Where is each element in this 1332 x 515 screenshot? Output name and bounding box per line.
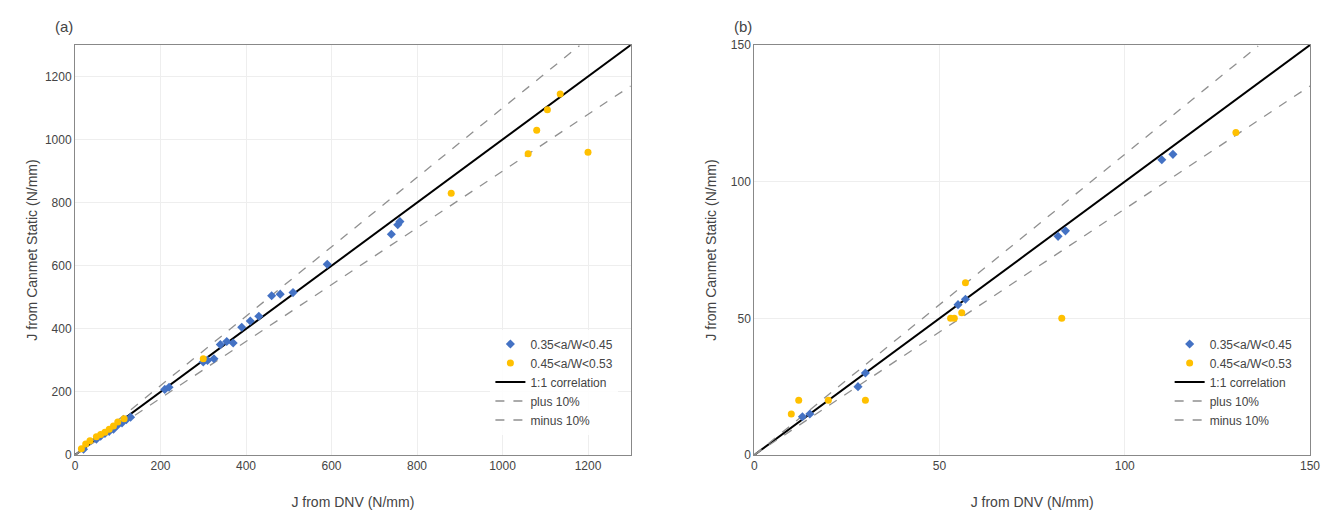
svg-text:plus 10%: plus 10%: [1210, 395, 1260, 409]
svg-text:0: 0: [751, 459, 758, 473]
svg-text:J from DNV (N/mm): J from DNV (N/mm): [291, 494, 414, 510]
svg-text:200: 200: [150, 459, 170, 473]
svg-text:100: 100: [731, 175, 751, 189]
svg-text:1000: 1000: [489, 459, 516, 473]
svg-text:plus 10%: plus 10%: [530, 395, 580, 409]
svg-text:0: 0: [72, 459, 79, 473]
svg-text:50: 50: [933, 459, 947, 473]
svg-text:1000: 1000: [45, 133, 72, 147]
svg-text:0: 0: [744, 448, 751, 462]
svg-text:1200: 1200: [45, 70, 72, 84]
svg-text:200: 200: [52, 385, 72, 399]
svg-text:150: 150: [731, 38, 751, 52]
svg-text:1:1 correlation: 1:1 correlation: [1210, 376, 1286, 390]
svg-text:50: 50: [737, 312, 751, 326]
svg-text:minus 10%: minus 10%: [530, 414, 590, 428]
svg-text:0.35<a/W<0.45: 0.35<a/W<0.45: [1210, 338, 1292, 352]
svg-text:J from DNV (N/mm): J from DNV (N/mm): [971, 494, 1094, 510]
svg-text:600: 600: [321, 459, 341, 473]
svg-text:100: 100: [1115, 459, 1135, 473]
svg-text:400: 400: [236, 459, 256, 473]
svg-text:minus 10%: minus 10%: [1210, 414, 1270, 428]
svg-text:400: 400: [52, 322, 72, 336]
svg-text:600: 600: [52, 259, 72, 273]
svg-text:(b): (b): [734, 18, 752, 35]
svg-text:0.45<a/W<0.53: 0.45<a/W<0.53: [1210, 357, 1292, 371]
svg-text:1:1 correlation: 1:1 correlation: [530, 376, 606, 390]
svg-text:0.35<a/W<0.45: 0.35<a/W<0.45: [530, 338, 612, 352]
svg-text:800: 800: [52, 196, 72, 210]
svg-text:J from Canmet Static (N/mm): J from Canmet Static (N/mm): [703, 159, 719, 340]
svg-text:800: 800: [407, 459, 427, 473]
svg-text:J from Canmet Static (N/mm): J from Canmet Static (N/mm): [24, 159, 40, 340]
svg-text:150: 150: [1300, 459, 1320, 473]
svg-text:0.45<a/W<0.53: 0.45<a/W<0.53: [530, 357, 612, 371]
svg-text:1200: 1200: [575, 459, 602, 473]
svg-text:(a): (a): [55, 18, 73, 35]
svg-text:0: 0: [65, 448, 72, 462]
